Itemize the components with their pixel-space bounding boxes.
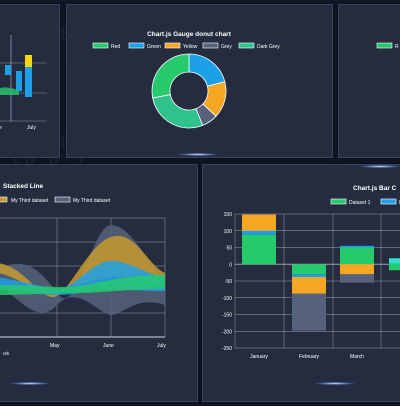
- legend-label-tr: R: [395, 44, 399, 50]
- y-tick-label-1: 100: [224, 229, 233, 235]
- stacked-line-title: Stacked Line: [3, 183, 43, 190]
- x-label-june: June: [103, 343, 114, 349]
- donut-slices: [151, 53, 227, 129]
- legend-label-third-2: My Third dataset: [73, 198, 111, 204]
- panel-glow-2: [360, 165, 400, 168]
- legend-label-green: Green: [147, 44, 161, 50]
- bar-partial-series-0[interactable]: [389, 258, 400, 264]
- bar-january-series-0[interactable]: [242, 234, 276, 265]
- legend-label-yellow: Yellow: [183, 44, 198, 50]
- bar-february-series-2[interactable]: [292, 276, 326, 294]
- chart-panel-top-right: R: [338, 4, 400, 158]
- y-tick-label-4: -50: [225, 279, 232, 285]
- legend-swatch-grey[interactable]: [202, 42, 219, 49]
- area-tl: [0, 87, 19, 95]
- legend-label-grey: Grey: [221, 44, 232, 50]
- area-yellow-dataset: [0, 235, 165, 298]
- bar-march-series-3[interactable]: [340, 274, 374, 283]
- x-label-january: January: [250, 354, 268, 360]
- bar-tl-2: [16, 71, 22, 91]
- bar-chart-panel-top-left: e July: [0, 4, 60, 158]
- stacked-bar-title: Chart.js Bar C: [353, 185, 397, 192]
- donut-slice-green[interactable]: [188, 53, 226, 87]
- legend-swatch-dark-grey[interactable]: [238, 42, 255, 49]
- bar-february-series-0[interactable]: [292, 264, 326, 275]
- x-axis-title-fragment: nth: [3, 351, 10, 356]
- stacked-bar-chart: Chart.js Bar C Dataset 1 D 150100500-50-…: [222, 185, 400, 360]
- bar-tl-4: [25, 67, 32, 97]
- bar-tl-3: [25, 55, 32, 67]
- legend-swatch-third-1[interactable]: [0, 196, 8, 203]
- x-label-february: February: [299, 354, 320, 360]
- panel-glow-1: [178, 153, 218, 156]
- legend-swatch-d[interactable]: [380, 198, 397, 205]
- bar-tl-1: [5, 65, 11, 75]
- bar-march-series-0[interactable]: [340, 247, 374, 265]
- panel-glow-3: [10, 382, 50, 385]
- bar-february-series-3[interactable]: [292, 293, 326, 331]
- bar-march-series-2[interactable]: [340, 264, 374, 275]
- legend-swatch-tr[interactable]: [376, 42, 393, 49]
- donut-chart-panel: Chart.js Gauge donut chart Red Green Yel…: [66, 4, 333, 158]
- y-tick-label-8: -250: [222, 346, 232, 352]
- donut-chart-title: Chart.js Gauge donut chart: [147, 31, 232, 38]
- bar-february-series-1[interactable]: [292, 274, 326, 277]
- tick-label-tl-1: July: [27, 125, 36, 131]
- stacked-bar-panel: Chart.js Bar C Dataset 1 D 150100500-50-…: [202, 164, 400, 402]
- legend-label-dark-grey: Dark Grey: [257, 44, 280, 50]
- legend-swatch-green[interactable]: [128, 42, 145, 49]
- legend-label-red: Red: [111, 44, 120, 50]
- y-tick-label-3: 0: [229, 262, 232, 268]
- donut-legend: Red Green Yellow Grey Dark Grey: [92, 42, 280, 50]
- donut-slice-red[interactable]: [151, 53, 190, 99]
- legend-label-dataset-1: Dataset 1: [349, 200, 371, 206]
- area-green-dataset: [0, 275, 165, 295]
- legend-swatch-third-2[interactable]: [54, 196, 71, 203]
- bar-chart-top-left: e July: [0, 35, 47, 131]
- y-tick-label-6: -150: [222, 313, 232, 319]
- donut-chart: Chart.js Gauge donut chart Red Green Yel…: [92, 31, 280, 129]
- x-label-march: March: [350, 354, 364, 360]
- legend-label-third-1: My Third dataset: [11, 198, 49, 204]
- donut-slice-dark-grey[interactable]: [152, 94, 204, 129]
- legend-swatch-dataset-1[interactable]: [330, 198, 347, 205]
- panel-glow-4: [315, 382, 355, 385]
- bar-partial-series-1[interactable]: [389, 263, 400, 271]
- stacked-bar-marks: [242, 214, 400, 331]
- legend-swatch-red[interactable]: [92, 42, 109, 49]
- stacked-line-chart: Stacked Line My Third dataset My Third d…: [0, 183, 166, 356]
- bar-january-series-3[interactable]: [242, 214, 276, 215]
- x-label-july: July: [157, 343, 166, 349]
- stacked-line-panel: Stacked Line My Third dataset My Third d…: [0, 164, 198, 402]
- y-tick-label-2: 50: [226, 246, 232, 252]
- bar-january-series-2[interactable]: [242, 214, 276, 231]
- bar-january-series-1[interactable]: [242, 230, 276, 235]
- y-tick-label-5: -100: [222, 296, 232, 302]
- chart-top-right-partial: R: [376, 42, 399, 50]
- x-label-may: May: [50, 343, 60, 349]
- legend-swatch-yellow[interactable]: [164, 42, 181, 49]
- bar-march-series-1[interactable]: [340, 245, 374, 248]
- tick-label-tl-0: e: [0, 125, 2, 131]
- y-tick-label-0: 150: [224, 212, 233, 218]
- y-tick-label-7: -200: [222, 329, 232, 335]
